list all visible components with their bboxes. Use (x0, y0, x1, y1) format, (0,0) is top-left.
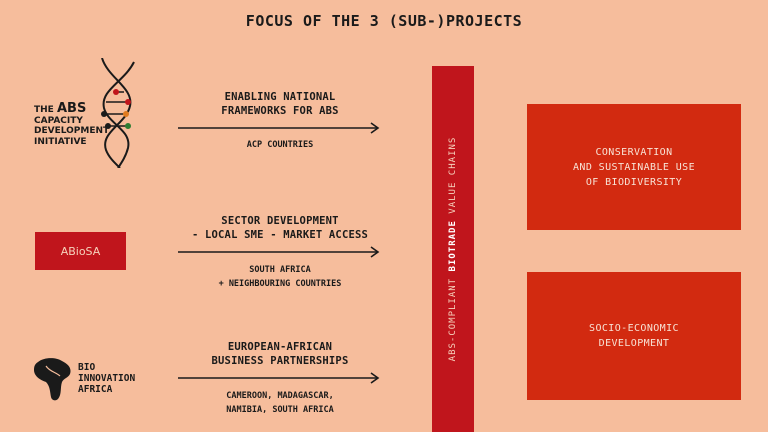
abiosa-logo: ABioSA (35, 232, 126, 270)
project-2-regions: SOUTH AFRICA + NEIGHBOURING COUNTRIES (218, 265, 342, 289)
africa-map-icon (34, 358, 71, 401)
value-chains-bar: ABS-COMPLIANT BIOTRADE VALUE CHAINS (432, 66, 474, 432)
bio-innovation-text: BIO INNOVATION AFRICA (78, 362, 136, 395)
project-1-heading: ENABLING NATIONAL FRAMEWORKS FOR ABS (221, 91, 339, 117)
outcome-socio-economic-label: SOCIO-ECONOMIC DEVELOPMENT (589, 323, 679, 349)
outcome-socio-economic-box: SOCIO-ECONOMIC DEVELOPMENT (527, 272, 741, 400)
abs-logo-text: THE ABS CAPACITY DEVELOPMENT INITIATIVE (34, 101, 110, 147)
project-1-arrow-icon (178, 122, 380, 134)
outcome-biodiversity-label: CONSERVATION AND SUSTAINABLE USE OF BIOD… (573, 146, 695, 188)
page-title: FOCUS OF THE 3 (SUB-)PROJECTS (245, 12, 523, 30)
outcome-biodiversity-box: CONSERVATION AND SUSTAINABLE USE OF BIOD… (527, 104, 741, 230)
project-3-arrow-icon (178, 372, 380, 384)
project-3-regions: CAMEROON, MADAGASCAR, NAMIBIA, SOUTH AFR… (226, 391, 334, 415)
project-1-regions: ACP COUNTRIES (246, 140, 314, 150)
abs-initiative-logo: THE ABS CAPACITY DEVELOPMENT INITIATIVE (34, 58, 144, 168)
value-chains-label: ABS-COMPLIANT BIOTRADE VALUE CHAINS (448, 136, 458, 362)
dna-helix-icon (101, 58, 135, 168)
project-2-arrow-icon (178, 246, 380, 258)
project-3-heading: EUROPEAN-AFRICAN BUSINESS PARTNERSHIPS (211, 341, 349, 367)
project-2-heading: SECTOR DEVELOPMENT - LOCAL SME - MARKET … (191, 215, 369, 241)
bio-innovation-africa-logo: BIO INNOVATION AFRICA (32, 356, 142, 402)
